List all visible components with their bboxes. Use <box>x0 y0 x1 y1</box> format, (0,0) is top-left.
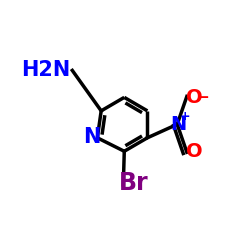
Text: Br: Br <box>119 171 149 195</box>
Text: H2N: H2N <box>21 60 70 80</box>
Text: O: O <box>186 142 203 161</box>
Text: N: N <box>83 127 100 147</box>
Text: +: + <box>179 110 190 123</box>
Text: N: N <box>170 115 186 134</box>
Text: −: − <box>197 90 209 105</box>
Text: O: O <box>186 88 203 107</box>
